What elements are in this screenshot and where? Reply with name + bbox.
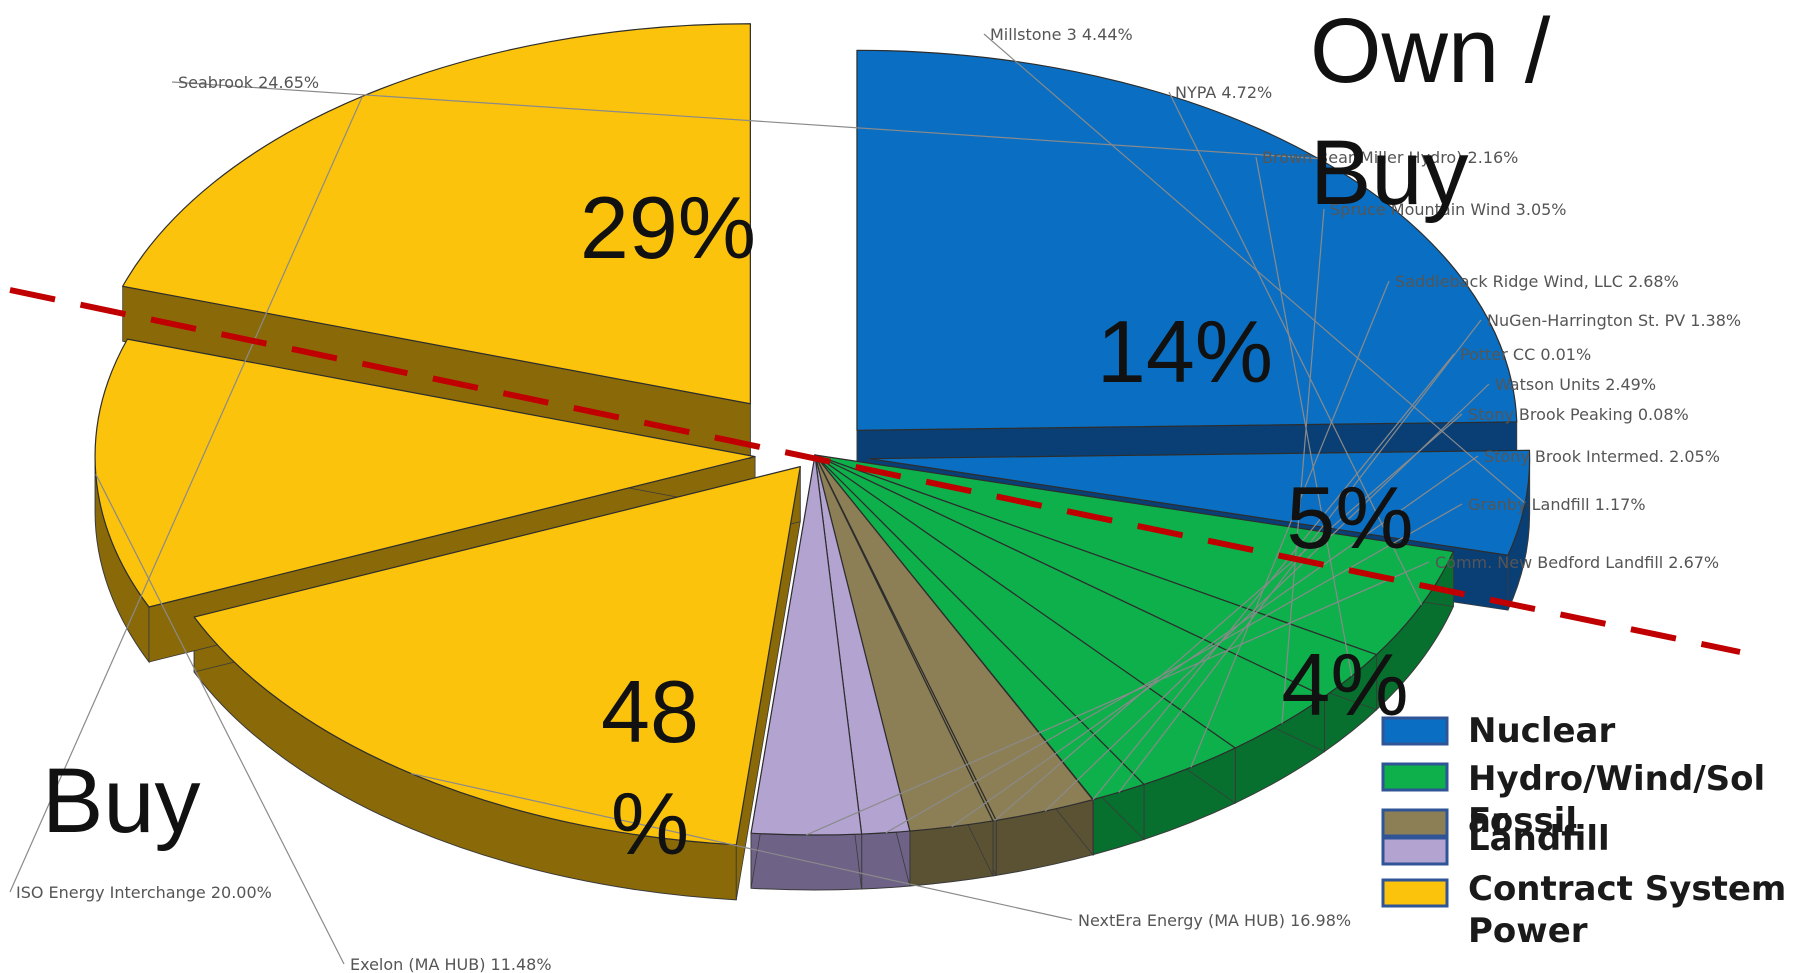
group-total-nuclear: 29% [580,178,756,277]
leader-spruce-mountain-wind-3-05 [1281,208,1325,724]
legend-label-fossil: Fossil [1468,801,1577,841]
label-spruce-mountain-wind-3-05: Spruce Mountain Wind 3.05% [1330,200,1567,219]
label-nypa-4-72: NYPA 4.72% [1175,83,1272,102]
leader-lines [9,33,1526,965]
leader-saddleback-ridge-wind-llc-2-68 [1190,280,1390,768]
annotation-buy: Buy [42,750,201,852]
label-comm-new-bedford-landfill-2-67: Comm. New Bedford Landfill 2.67% [1435,553,1719,572]
label-stony-brook-intermed-2-05: Stony Brook Intermed. 2.05% [1484,447,1720,466]
label-seabrook-24-65: Seabrook 24.65% [178,73,319,92]
label-potter-cc-0-01: Potter CC 0.01% [1460,345,1591,364]
legend-label-landfill: Landfill [1468,819,1610,859]
group-total-contract-system-power: 48% [601,662,699,873]
leader-comm-new-bedford-landfill-2-67 [806,561,1430,836]
leader-iso-energy-interchange-20-00 [9,96,363,893]
label-exelon-ma-hub-11-48: Exelon (MA HUB) 11.48% [350,955,552,973]
legend-label-contract-system-power: Contract System Power [1468,869,1786,951]
label-watson-units-2-49: Watson Units 2.49% [1495,375,1656,394]
legend-swatch-hydro-wind-sol-ar [1381,762,1449,792]
label-nextera-energy-ma-hub-16-98: NextEra Energy (MA HUB) 16.98% [1078,911,1351,930]
legend-swatch-nuclear [1381,716,1449,746]
leader-granby-landfill-1-17 [885,503,1463,834]
own-buy-divider-line [9,287,1741,655]
legend-label-hydro-wind-sol-ar: Hydro/Wind/Sol ar [1468,759,1765,841]
leader-seabrook-24-65 [171,81,1319,160]
label-granby-landfill-1-17: Granby Landfill 1.17% [1468,495,1646,514]
slice-comm-new-bedford-landfill-2-67 [750,454,863,836]
leader-exelon-ma-hub-11-48 [95,473,345,965]
legend-swatch-landfill [1381,836,1449,866]
leader-millstone-3-4-44 [983,33,1526,504]
slice-labels: Seabrook 24.65% Millstone 3 4.44% NYPA 4.7… [16,25,1741,973]
group-total-labels: 29%14%5%4%48% [580,178,1414,873]
annotations: Own / Buy Buy [42,0,1551,852]
group-total-hydro-wind-solar: 14% [1097,302,1273,401]
leader-brown-bear-miller-hydro-2-16 [1255,156,1353,677]
leader-nugen-harrington-st-pv-1-38 [1118,319,1482,793]
legend-swatch-fossil [1381,808,1449,838]
legend-label-nuclear: Nuclear [1468,711,1615,751]
slice-nypa-4-72 [814,454,1454,656]
leader-nextera-energy-ma-hub-16-98 [411,772,1073,921]
leader-stony-brook-intermed-2-05 [951,455,1479,828]
label-brown-bear-miller-hydro-2-16: Brown Bear/Miller Hydro) 2.16% [1262,148,1518,167]
label-iso-energy-interchange-20-00: ISO Energy Interchange 20.00% [16,883,272,902]
legend-swatch-contract-system-power [1381,878,1449,908]
group-total-fossil: 5% [1286,468,1413,567]
leader-potter-cc-0-01 [1092,353,1455,801]
leader-nypa-4-72 [1168,91,1423,606]
pie-slices [94,23,1531,846]
label-stony-brook-peaking-0-08: Stony Brook Peaking 0.08% [1468,405,1689,424]
label-nugen-harrington-st-pv-1-38: NuGen-Harrington St. PV 1.38% [1487,311,1741,330]
label-saddleback-ridge-wind-llc-2-68: Saddleback Ridge Wind, LLC 2.68% [1395,272,1679,291]
label-millstone-3-4-44: Millstone 3 4.44% [990,25,1133,44]
leader-stony-brook-peaking-0-08 [994,413,1463,822]
annotation-own-buy: Own / Buy [1310,0,1551,224]
